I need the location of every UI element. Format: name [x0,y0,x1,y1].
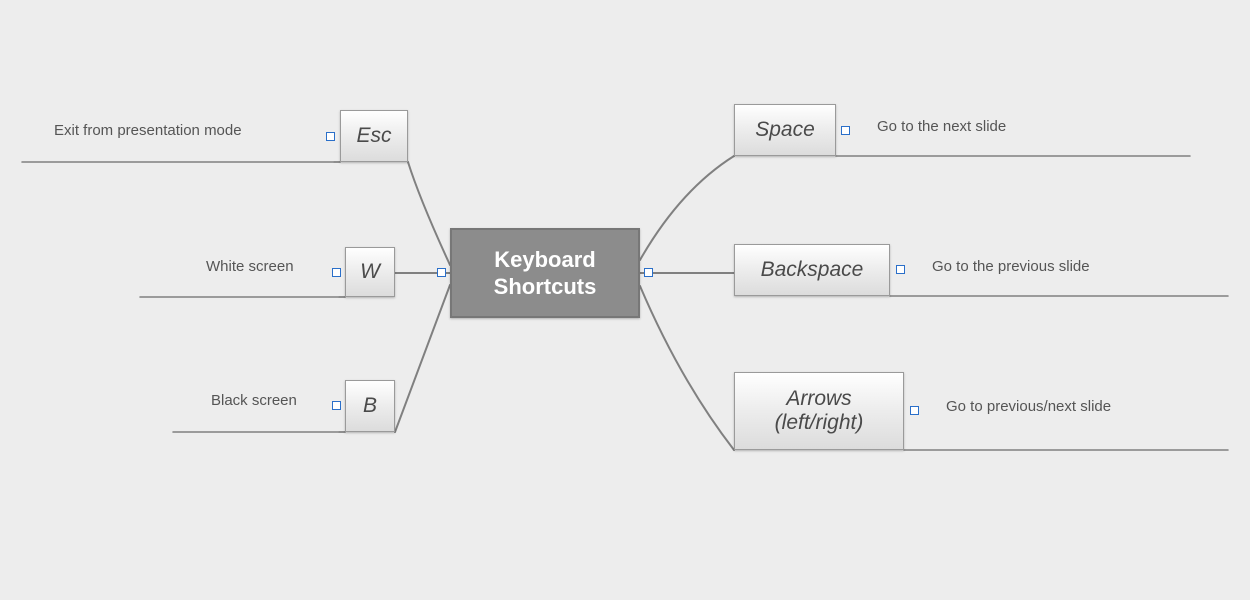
desc-backspace: Go to the previous slide [932,258,1090,275]
key-node-space: Space [734,104,836,156]
handle-arrows[interactable] [910,406,919,415]
desc-space: Go to the next slide [877,118,1006,135]
desc-b: Black screen [211,392,297,409]
handle-backspace[interactable] [896,265,905,274]
desc-arrows: Go to previous/next slide [946,398,1111,415]
key-node-w-label: W [360,260,380,284]
key-node-esc-label: Esc [356,124,391,148]
handle-esc[interactable] [326,132,335,141]
key-node-esc: Esc [340,110,408,162]
handle-space[interactable] [841,126,850,135]
root-node: KeyboardShortcuts [450,228,640,318]
key-node-b-label: B [363,394,377,418]
handle-w[interactable] [332,268,341,277]
handle-b[interactable] [332,401,341,410]
key-node-arrows-label: Arrows(left/right) [775,387,864,435]
key-node-space-label: Space [755,118,815,142]
root-handle-right[interactable] [644,268,653,277]
mindmap-canvas: KeyboardShortcuts Esc Exit from presentati… [0,0,1250,600]
desc-w: White screen [206,258,294,275]
key-node-w: W [345,247,395,297]
key-node-b: B [345,380,395,432]
root-node-label: KeyboardShortcuts [494,246,597,301]
desc-esc: Exit from presentation mode [54,122,242,139]
key-node-arrows: Arrows(left/right) [734,372,904,450]
root-handle-left[interactable] [437,268,446,277]
key-node-backspace: Backspace [734,244,890,296]
key-node-backspace-label: Backspace [761,258,864,282]
